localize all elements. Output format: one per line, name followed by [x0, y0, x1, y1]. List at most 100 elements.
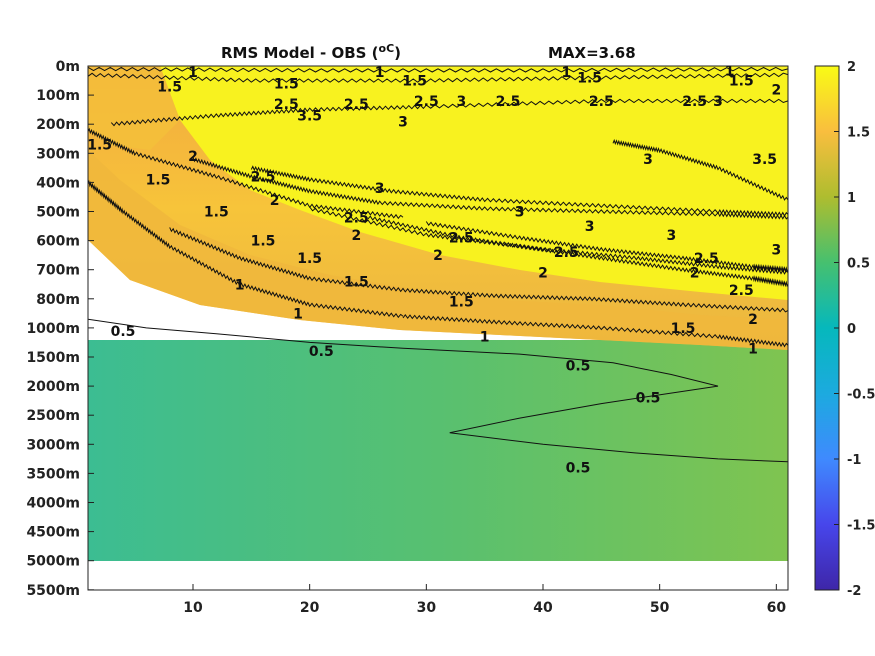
contour-label: 0.5: [566, 461, 591, 477]
max-value-label: MAX=3.68: [548, 44, 636, 62]
contour-label: 1.5: [87, 138, 112, 154]
contour-line-3: [425, 221, 788, 273]
contour-label: 0.5: [111, 324, 136, 340]
contour-label: 2: [433, 248, 443, 264]
contour-label: 1.5: [577, 71, 602, 87]
colorbar-tick-label: 1.5: [847, 126, 870, 141]
x-tick-label: 20: [300, 600, 320, 616]
contour-line-1-5: [88, 127, 404, 220]
contour-label: 2: [270, 193, 280, 209]
contour-label: 1.5: [251, 234, 276, 250]
contour-label: 3: [585, 219, 595, 235]
y-tick-label: 400m: [36, 175, 80, 191]
contour-label: 3: [643, 152, 653, 168]
y-tick-label: 1000m: [26, 321, 80, 337]
deep-field: [88, 340, 788, 561]
y-tick-label: 600m: [36, 234, 80, 250]
contour-label: 2.5: [274, 97, 299, 113]
contour-label: 3.5: [752, 152, 777, 168]
contour-label: 2: [771, 82, 781, 98]
colorbar-tick-label: 0: [847, 322, 856, 337]
contour-label: 1.5: [274, 76, 299, 92]
contour-label: 2.5: [344, 210, 369, 226]
contour-line-1-5: [88, 72, 788, 83]
contour-label: 3: [515, 205, 525, 221]
contour-label: 3: [666, 228, 676, 244]
y-tick-label: 300m: [36, 146, 80, 162]
y-tick-label: 2000m: [26, 379, 80, 395]
contour-label: 1: [293, 306, 303, 322]
contour-label: 1.5: [729, 74, 754, 90]
y-tick-label: 5500m: [26, 583, 80, 599]
contour-label: 3: [771, 242, 781, 258]
x-tick-label: 30: [417, 600, 437, 616]
contour-line-1-5: [169, 227, 788, 313]
contour-label: 1.5: [146, 172, 171, 188]
y-tick-label: 4500m: [26, 525, 80, 541]
colorbar-ticks: 2 1.5 1 0.5 0 -0.5 -1 -1.5 -2: [834, 60, 875, 599]
colorbar-tick-label: -0.5: [847, 388, 875, 403]
contour-label: 0.5: [566, 359, 591, 375]
contour-label: 3: [375, 181, 385, 197]
contour-line-1: [88, 66, 788, 73]
contour-label: 1: [375, 65, 385, 81]
contour-label: 2.5: [554, 245, 579, 261]
y-axis: 0m 100m 200m 300m 400m 500m 600m 700m 800m 1000m 1…: [26, 59, 94, 599]
y-tick-label: 700m: [36, 263, 80, 279]
contour-labels: 11.5 1.511.51 1.5 11.522.5 2.5 2.5 2.5 2.5 2.533…: [87, 63, 781, 477]
colorbar-tick-label: 2: [847, 60, 856, 75]
x-tick-label: 40: [533, 600, 553, 616]
contour-label: 2.5: [694, 251, 719, 267]
y-tick-label: 0m: [56, 59, 80, 75]
y-tick-label: 500m: [36, 205, 80, 221]
contour-label: 1: [235, 277, 245, 293]
colorbar-tick-label: 1: [847, 191, 856, 206]
contour-label: 3.5: [297, 108, 322, 124]
x-tick-label: 10: [183, 600, 203, 616]
contour-line-1: [88, 179, 404, 319]
heatmap-field: 11.5 1.511.51 1.5 11.522.5 2.5 2.5 2.5 2.5 2.533…: [87, 63, 788, 561]
contour-line-0-5: [88, 318, 788, 463]
contour-label: 1.5: [344, 274, 369, 290]
x-axis: 10 20 30 40 50 60: [183, 584, 786, 616]
contour-label: 2: [748, 312, 758, 328]
contour-line-1: [402, 313, 788, 348]
contour-label: 1: [748, 341, 758, 357]
contour-label: 2.5: [496, 94, 521, 110]
contour-label: 3: [398, 114, 408, 130]
contour-label: 3: [713, 94, 723, 110]
contour-label: 1: [480, 330, 490, 346]
contour-label: 2.5: [251, 170, 276, 186]
contour-line-3: [612, 138, 788, 201]
contour-line-2: [309, 206, 788, 288]
svg-text:RMS Model - OBS (oC): RMS Model - OBS (oC): [221, 42, 401, 62]
contour-label: 1: [188, 65, 198, 81]
mid-band: [88, 150, 788, 350]
contour-label: 2.5: [589, 94, 614, 110]
y-tick-label: 3500m: [26, 466, 80, 482]
contour-label: 2: [188, 149, 198, 165]
contour-lines: [88, 66, 788, 463]
contour-label: 2: [351, 228, 361, 244]
colorbar-tick-label: -1: [847, 453, 861, 468]
hot-core: [160, 66, 788, 300]
chart-title: RMS Model - OBS (oC): [221, 42, 401, 62]
contour-label: 3: [456, 94, 466, 110]
y-tick-label: 4000m: [26, 496, 80, 512]
contour-label: 2.5: [449, 231, 474, 247]
contour-label: 2.5: [729, 283, 754, 299]
colorbar-tick-label: -2: [847, 584, 861, 599]
contour-line-2: [110, 98, 788, 127]
y-tick-label: 800m: [36, 292, 80, 308]
y-tick-label: 5000m: [26, 554, 80, 570]
y-tick-label: 2500m: [26, 408, 80, 424]
contour-label: 1.5: [402, 74, 427, 90]
shallow-left: [88, 66, 180, 150]
contour-label: 2.5: [414, 94, 439, 110]
contour-label: 1: [725, 63, 735, 79]
y-tick-label: 100m: [36, 88, 80, 104]
contour-label: 0.5: [636, 391, 661, 407]
y-tick-label: 1500m: [26, 350, 80, 366]
contour-label: 1: [561, 65, 571, 81]
contour-label: 1.5: [297, 251, 322, 267]
